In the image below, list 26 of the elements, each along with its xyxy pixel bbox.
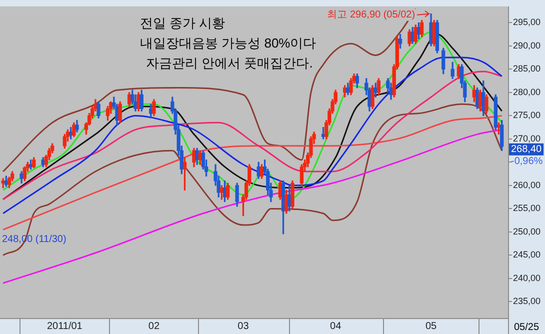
y-tick-label: 245,00 (513, 250, 541, 260)
y-tick-label: 290,00 (513, 40, 541, 50)
text: -0,96% (511, 156, 543, 168)
y-tick-label: 280,00 (513, 86, 541, 97)
line-series (2, 8, 416, 172)
y-tick-label: 285,00 (513, 64, 541, 74)
y-tick-label: 255,00 (513, 203, 541, 214)
x-tick-label: 02 (148, 320, 160, 332)
annotation: 268,40 (511, 144, 542, 156)
x-tick-label: 03 (238, 320, 250, 332)
line-series (2, 114, 503, 230)
text: 05/25 (514, 322, 540, 333)
y-tick-label: 260,00 (513, 180, 541, 190)
y-tick-label: 240,00 (513, 272, 541, 283)
x-tick-label: 04 (330, 320, 342, 332)
x-tick-label: 05 (425, 320, 438, 332)
annotation: 내일장대음봉 가능성 80%이다 (140, 36, 316, 51)
y-tick-label: 250,00 (513, 226, 541, 236)
annotation: 최고 296,90 (05/02) (327, 10, 416, 21)
y-tick-label: 235,00 (513, 296, 541, 306)
y-tick-label: 270,00 (513, 133, 541, 144)
y-tick-label: 275,00 (513, 110, 541, 120)
annotation: 전일 종가 시황 (140, 16, 226, 31)
annotation: 자금관리 안에서 풋매집간다. (146, 56, 313, 71)
x-tick-label: 2011/01 (46, 320, 83, 332)
y-tick-label: 295,00 (513, 17, 541, 28)
